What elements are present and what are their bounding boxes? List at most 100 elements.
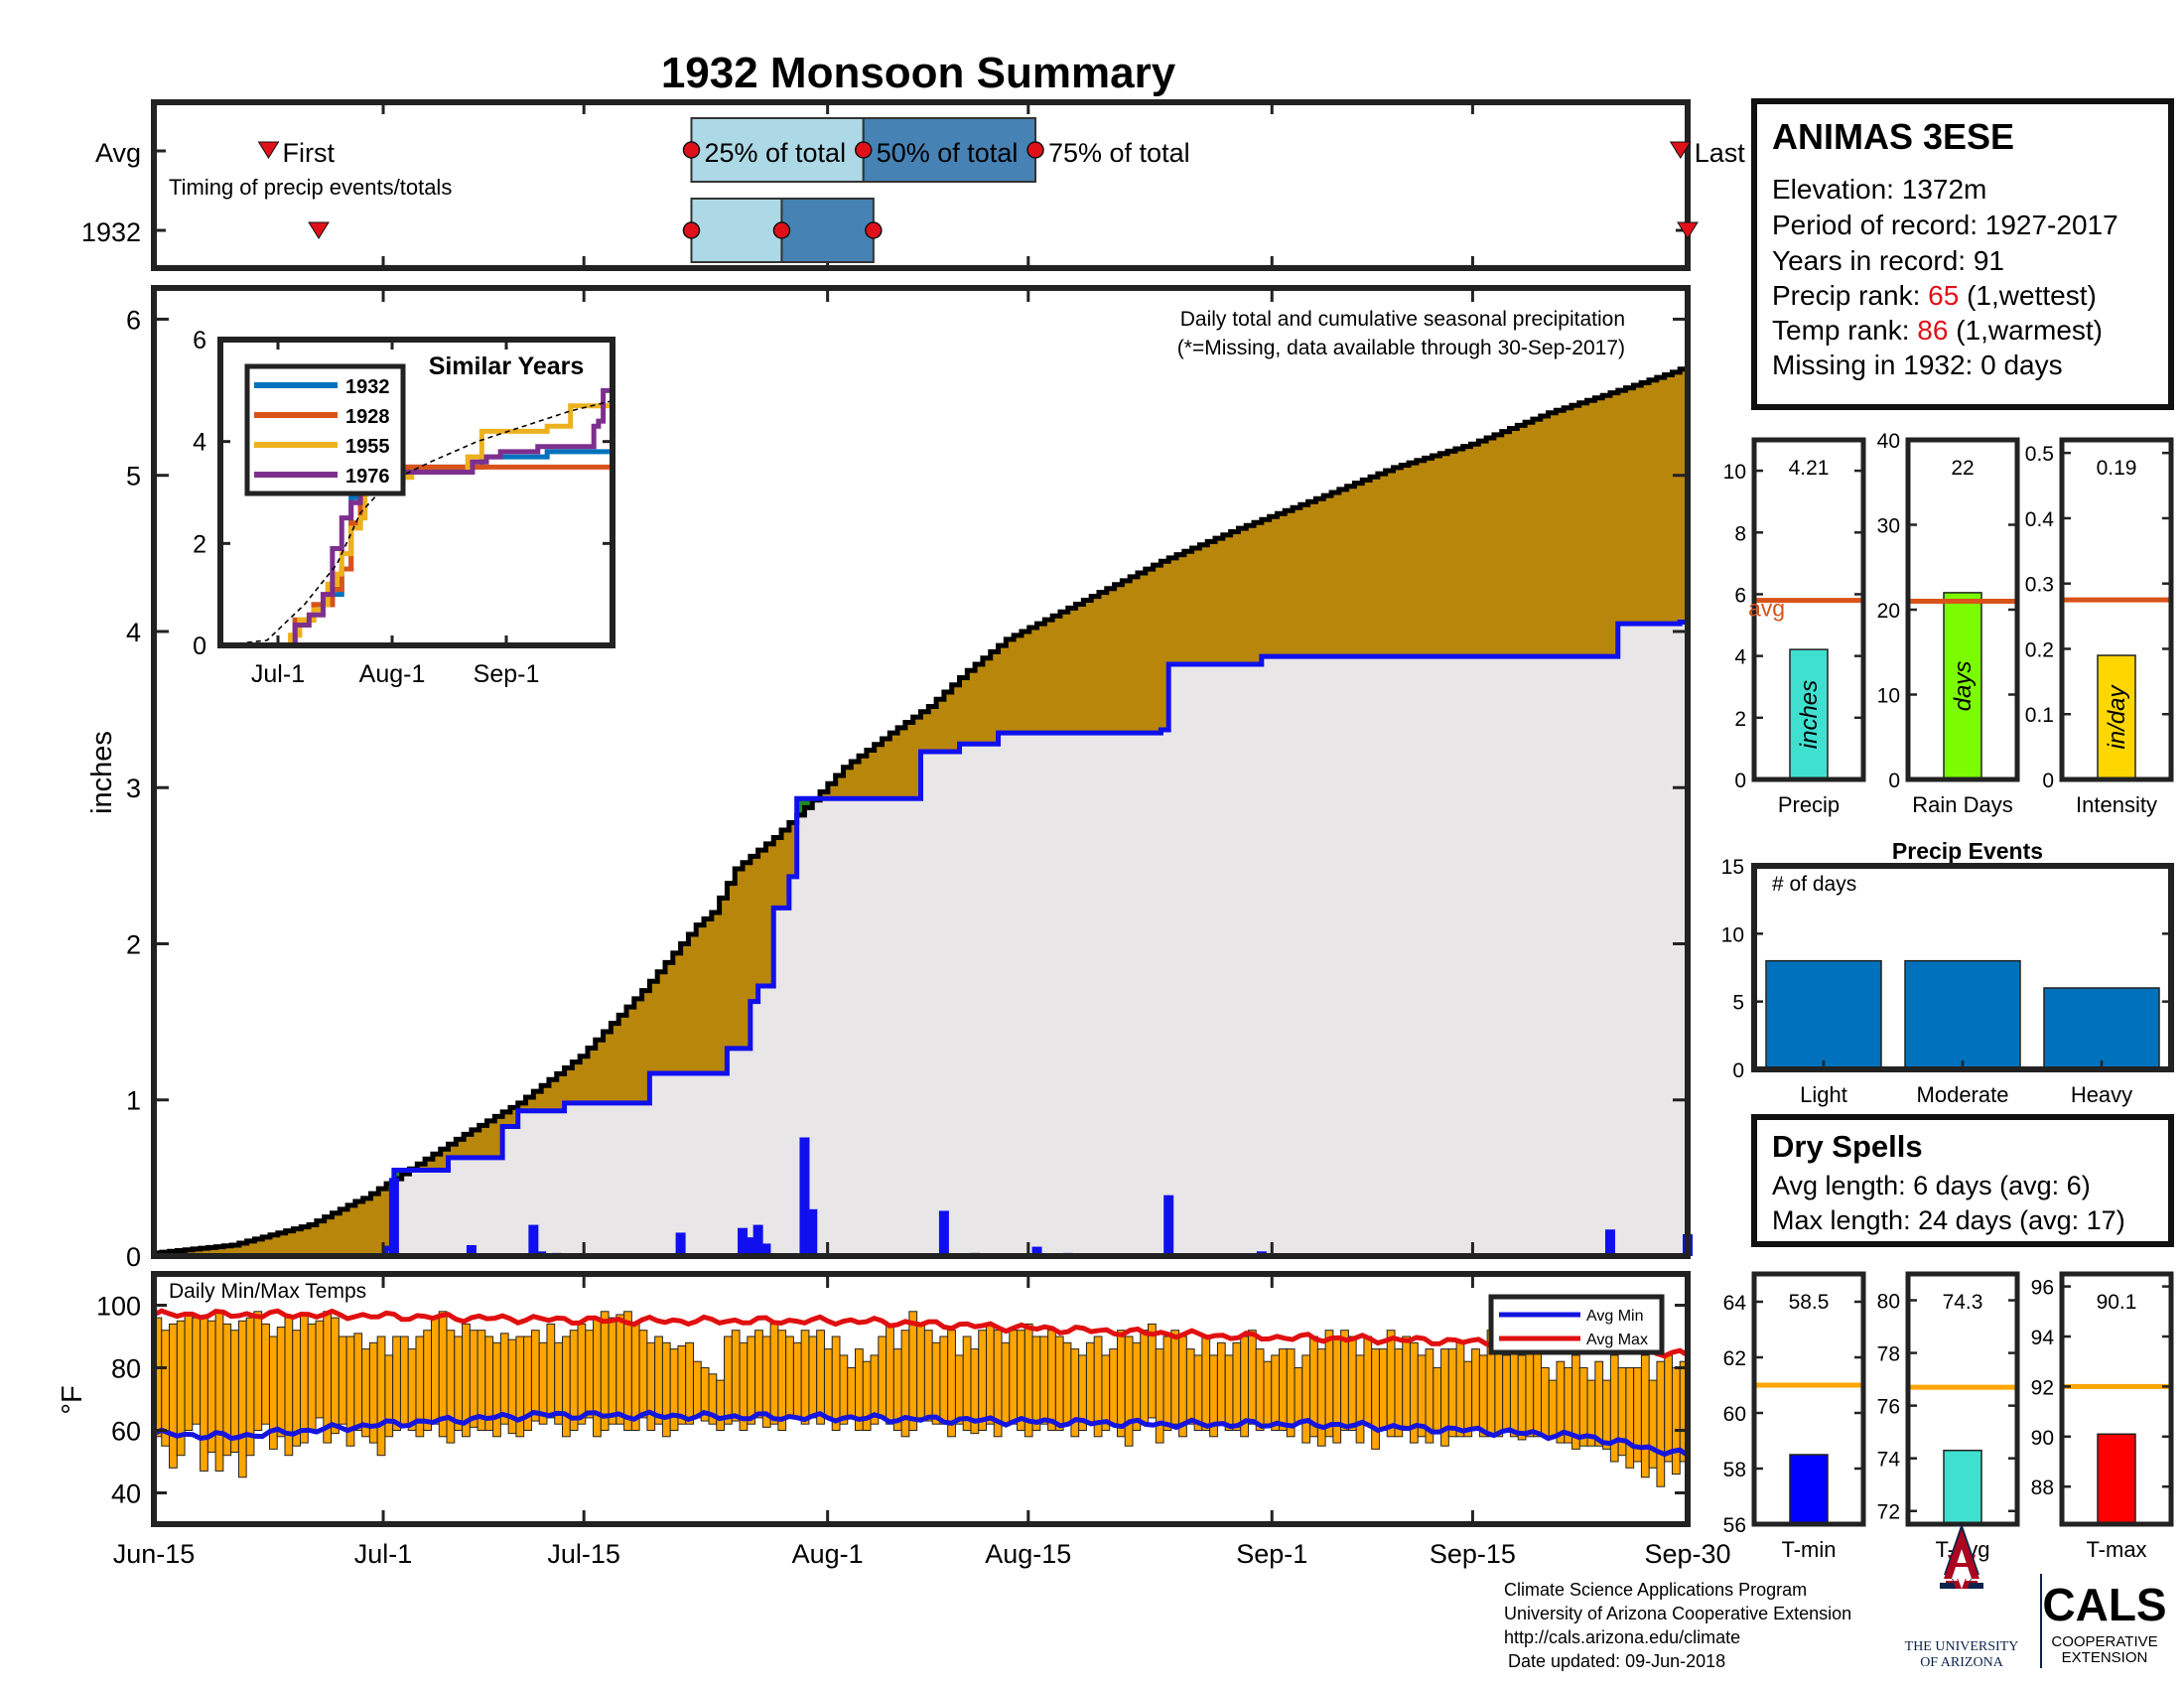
mini-category-label: Rain Days [1912, 792, 2012, 817]
daily-temp-bar [399, 1336, 409, 1425]
daily-temp-bar [1455, 1341, 1465, 1438]
x-tick-label: Sep-15 [1430, 1539, 1516, 1569]
inset-legend-label-1955: 1955 [345, 436, 390, 458]
daily-temp-bar [1502, 1354, 1511, 1432]
daily-temp-bar [978, 1330, 987, 1431]
pct25-label: 25% of total [704, 138, 846, 168]
daily-temp-bar [1116, 1330, 1126, 1438]
daily-temp-bar [1140, 1330, 1150, 1425]
daily-temp-bar [1478, 1354, 1488, 1438]
daily-temp-bar [169, 1323, 178, 1469]
mini-y-tick-label: 62 [1723, 1347, 1746, 1370]
last-label: Last [1695, 138, 1746, 168]
station-name: ANIMAS 3ESE [1772, 116, 2014, 157]
daily-temp-bar [1224, 1354, 1234, 1432]
events-plot-area: Light Moderate Heavy 0 5 10 15 [1721, 856, 2171, 1107]
daily-temp-bar [1124, 1336, 1134, 1447]
daily-temp-bar [499, 1333, 509, 1425]
station-elevation: Elevation: 1372m [1772, 174, 1986, 205]
daily-temp-bar [1062, 1341, 1072, 1425]
daily-temp-bar [939, 1336, 949, 1425]
mini-y-tick-label: 4 [1734, 646, 1746, 669]
year-quartile-marker [682, 221, 701, 239]
dry-spells-title: Dry Spells [1772, 1129, 1923, 1164]
mini-value-bar [1943, 1449, 1982, 1525]
daily-temp-bar [1664, 1354, 1673, 1463]
daily-temp-bar [923, 1330, 933, 1422]
cals-sub-2: EXTENSION [2062, 1649, 2148, 1666]
inset-y-tick-label: 0 [193, 633, 206, 660]
avg-max-temp-line [152, 1308, 1690, 1359]
mini-panel-frame [1905, 1271, 2020, 1527]
daily-temp-bar [1463, 1360, 1473, 1438]
avg-quartile-marker [682, 141, 701, 159]
event-y-tick-label: 15 [1721, 856, 1744, 879]
inset-title: Similar Years [429, 352, 585, 380]
avg-quartile-marker [854, 141, 873, 159]
x-tick-label: Sep-30 [1644, 1539, 1730, 1569]
daily-temp-bar [769, 1323, 779, 1425]
year-quartile-marker [772, 221, 791, 239]
daily-temp-bar [847, 1367, 857, 1419]
main-y-tick-label: 2 [126, 929, 141, 959]
daily-temp-bar [1031, 1336, 1041, 1431]
daily-temp-bar [1378, 1348, 1388, 1431]
daily-temp-bar [192, 1317, 202, 1425]
year-event-triangle [1677, 221, 1699, 239]
events-caption: # of days [1772, 873, 1856, 896]
daily-temp-bar [1216, 1341, 1226, 1425]
daily-temp-bar [1340, 1330, 1349, 1431]
daily-temp-bar [608, 1317, 617, 1425]
daily-temp-bar [816, 1330, 825, 1425]
main-y-tick-label: 4 [126, 618, 141, 647]
inset-average-line [219, 399, 614, 646]
daily-temp-bar [1648, 1379, 1658, 1469]
event-y-tick-label: 10 [1721, 923, 1744, 946]
daily-temp-bar [454, 1336, 464, 1431]
mini-value-bar [2097, 654, 2136, 780]
mini-panel-t-min: 56 58 60 62 64 58.5 T-min [1723, 1271, 1866, 1562]
mini-y-tick-label: 88 [2031, 1477, 2054, 1499]
mini-y-tick-label: 10 [1877, 685, 1900, 708]
daily-temp-bar [839, 1354, 849, 1425]
daily-temp-bar [261, 1323, 270, 1425]
cals-logo: CALS COOPERATIVE EXTENSION [2042, 1579, 2166, 1666]
daily-temp-bar [392, 1336, 401, 1431]
mini-y-tick-label: 0.2 [2025, 638, 2054, 661]
daily-precip-bar [738, 1227, 749, 1256]
average-cumulative-line [154, 597, 1691, 1259]
figure-title: 1932 Monsoon Summary [661, 49, 1176, 97]
inset-legend-label-1932: 1932 [345, 376, 390, 398]
daily-temp-bar [376, 1336, 386, 1457]
daily-temp-bar [1363, 1336, 1373, 1425]
mini-y-tick-label: 90 [2031, 1427, 2054, 1450]
daily-temp-bar [600, 1311, 610, 1432]
daily-temp-bar [985, 1323, 995, 1425]
inset-legend-label-1976: 1976 [345, 466, 390, 488]
station-period: Period of record: 1927-2017 [1772, 210, 2118, 240]
daily-temp-bar [1402, 1336, 1412, 1431]
main-y-tick-label: 3 [126, 774, 141, 803]
mini-y-tick-label: 6 [1734, 584, 1746, 607]
event-bar-heavy [2043, 987, 2160, 1070]
daily-temp-bar [200, 1317, 208, 1472]
mini-y-tick-label: 78 [1877, 1343, 1900, 1366]
avg-event-triangle [1669, 141, 1692, 159]
daily-precip-bar [466, 1244, 477, 1256]
daily-temp-bar [1301, 1354, 1311, 1444]
daily-temp-bar [300, 1314, 309, 1444]
daily-temp-bar [1039, 1336, 1049, 1425]
pct75-label: 75% of total [1048, 138, 1190, 168]
mini-panel-t-max: 88 90 92 94 96 90.1 T-max [2031, 1271, 2174, 1562]
daily-temp-bar [777, 1330, 787, 1431]
mini-y-tick-label: 0.3 [2025, 574, 2054, 597]
mini-category-label: T-max [2086, 1537, 2146, 1562]
daily-temp-bar [716, 1379, 726, 1431]
mini-panel-frame [1751, 1271, 1866, 1527]
mini-panel-frame [2059, 437, 2174, 782]
mini-category-label: Precip [1778, 792, 1840, 817]
mini-y-tick-label: 74 [1877, 1449, 1901, 1472]
station-temp-rank: Temp rank: 86 (1,warmest) [1772, 315, 2103, 346]
temp-ylabel: °F [57, 1385, 88, 1414]
